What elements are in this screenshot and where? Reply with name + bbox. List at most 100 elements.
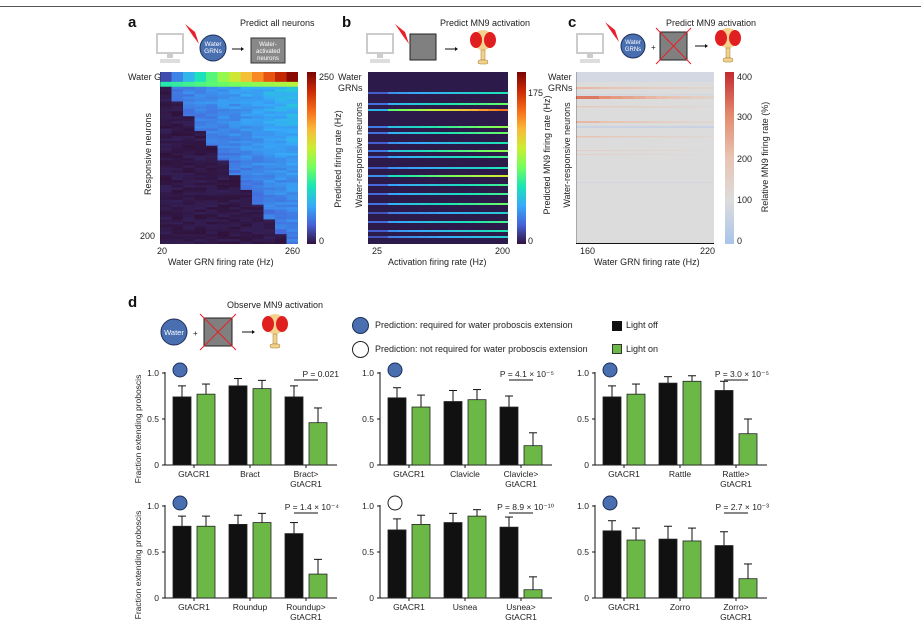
heatmap-streak [378,103,389,105]
heatmap-cell [160,192,172,196]
heatmap-cell [240,135,253,139]
heatmap-streak [408,203,419,205]
heatmap-streak [418,167,429,169]
heatmap-cell [194,143,207,147]
heatmap-streak [368,221,379,223]
heatmap-streak [691,106,703,108]
heatmap-cell [263,170,276,174]
heatmap-streak [498,132,508,134]
heatmap-cell [252,177,264,181]
heatmap-cell [183,182,195,186]
heatmap-cell [275,130,287,134]
heatmap-cell [252,229,264,233]
heatmap-cell [275,86,287,90]
heatmap-streak [679,94,692,96]
heatmap-cell [252,199,264,203]
heatmap-cell [194,187,207,191]
heatmap-streak [478,221,489,223]
heatmap-cell [263,197,276,201]
heatmap-cell [217,128,230,132]
heatmap-cell [229,177,241,181]
heatmap-streak [458,109,469,111]
heatmap-cell [206,199,218,203]
x-tick-label: Zorro [670,602,691,612]
heatmap-streak [610,154,623,155]
heatmap-streak [587,96,600,99]
plus-sign: + [651,43,656,52]
heatmap-streak [438,221,449,223]
heatmap-cell [206,135,218,139]
heatmap-cell [194,165,207,169]
heatmap-cell [206,236,218,240]
heatmap-streak [599,106,611,108]
heatmap-cell [252,185,264,188]
heatmap-cell [275,199,287,203]
heatmap-cell [286,224,298,228]
prediction-required-icon [172,362,188,378]
heatmap-streak [488,109,499,111]
heatmap-cell [194,234,207,238]
water-circle [160,318,188,346]
heatmap-cell [160,143,172,147]
heatmap-streak [368,150,379,152]
heatmap-cell [194,145,207,149]
heatmap-cell [263,101,276,105]
heatmap-cell [286,212,298,216]
heatmap-streak [633,136,646,138]
heatmap-streak [368,203,379,205]
heatmap-cell [229,79,241,83]
heatmap-cell [275,221,287,225]
heatmap-streak [679,96,692,99]
heatmap-cell [206,113,218,117]
heatmap-streak [702,150,714,151]
heatmap-streak [702,106,714,108]
y-tick-label: 1.0 [362,501,374,511]
heatmap-cell [206,182,218,186]
heatmap-cell [206,160,218,164]
y-tick-label: 1.0 [147,501,159,511]
heatmap-streak [388,203,399,205]
heatmap-streak [610,150,623,151]
heatmap-cell [171,162,184,166]
heatmap-cell [275,177,287,181]
heatmap-cell [229,226,241,230]
heatmap-streak [368,167,379,169]
heatmap-streak [378,184,389,186]
heatmap-cell [194,155,207,159]
heatmap-cell [194,207,207,211]
heatmap-streak [448,221,459,223]
heatmap-streak [610,121,623,123]
heatmap-cell [275,72,287,75]
heatmap-cell [263,126,276,130]
heatmap-streak [408,193,419,195]
heatmap-streak [468,175,479,177]
heatmap-streak [378,150,389,152]
heatmap-cell [240,167,253,171]
heatmap-cell [286,96,298,100]
heatmap-cell [183,150,195,154]
heatmap-cell [286,135,298,139]
heatmap-streak [428,142,439,144]
heatmap-cell [183,89,195,93]
legend-not-required: Prediction: not required for water probo… [375,344,588,354]
heatmap-cell [252,86,264,90]
heatmap-cell [160,145,172,149]
prediction-not-required-icon [352,341,369,358]
heatmap-streak [388,126,399,128]
heatmap-cell [286,182,298,186]
heatmap-cell [206,197,218,201]
heatmap-streak [468,109,479,111]
heatmap-cell [183,138,195,142]
heatmap-cell [286,216,298,220]
heatmap-streak [398,230,409,232]
heatmap-cell [183,189,195,193]
heatmap-cell [252,202,264,206]
heatmap-cell [229,214,241,218]
colorbar-b [517,72,526,244]
heatmap-cell [263,133,276,137]
heatmap-cell [171,79,184,83]
heatmap-cell [240,76,253,80]
heatmap-cell [252,138,264,142]
heatmap-cell [206,126,218,130]
heatmap-cell [206,162,218,166]
